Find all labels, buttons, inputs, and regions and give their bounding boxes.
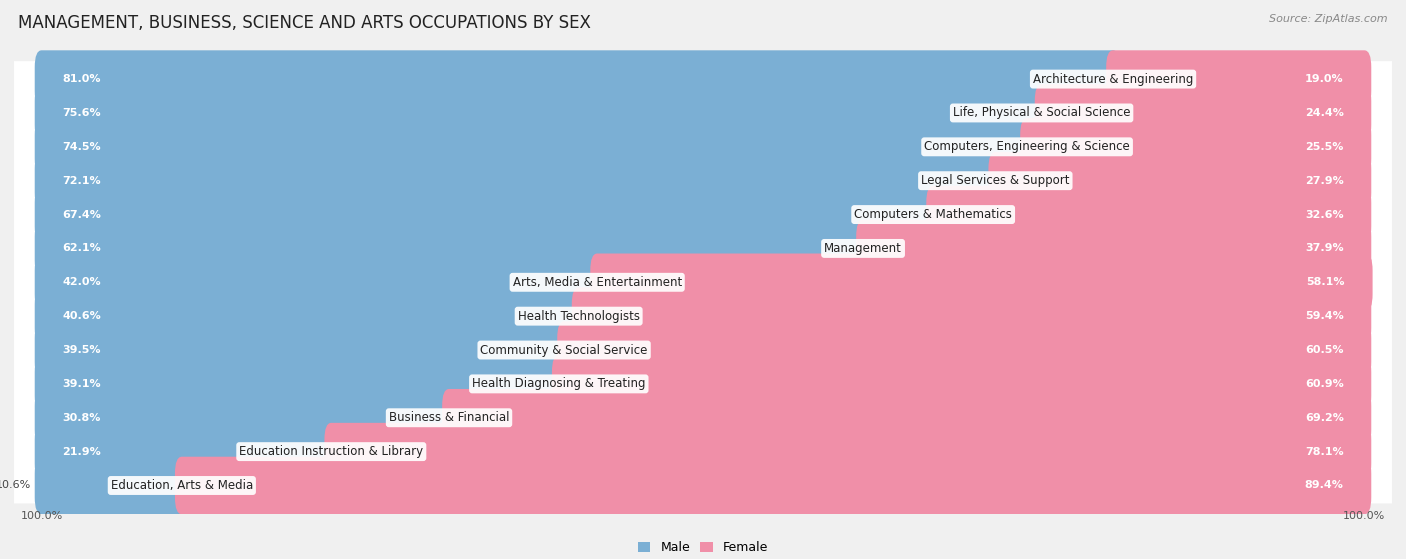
FancyBboxPatch shape (1107, 50, 1371, 108)
FancyBboxPatch shape (35, 355, 565, 413)
FancyBboxPatch shape (14, 366, 1392, 402)
FancyBboxPatch shape (14, 264, 1392, 300)
FancyBboxPatch shape (35, 321, 571, 379)
Text: 30.8%: 30.8% (62, 413, 101, 423)
FancyBboxPatch shape (557, 321, 1371, 379)
FancyBboxPatch shape (14, 61, 1392, 97)
FancyBboxPatch shape (35, 287, 585, 345)
Legend: Male, Female: Male, Female (638, 542, 768, 555)
Text: 74.5%: 74.5% (62, 142, 101, 152)
Text: Computers & Mathematics: Computers & Mathematics (855, 208, 1012, 221)
FancyBboxPatch shape (325, 423, 1371, 480)
Text: 24.4%: 24.4% (1305, 108, 1344, 118)
FancyBboxPatch shape (35, 84, 1049, 142)
FancyBboxPatch shape (856, 220, 1371, 277)
Text: 27.9%: 27.9% (1305, 176, 1344, 186)
FancyBboxPatch shape (35, 186, 941, 243)
Text: 75.6%: 75.6% (62, 108, 101, 118)
Text: Management: Management (824, 242, 903, 255)
Text: 39.1%: 39.1% (62, 379, 101, 389)
FancyBboxPatch shape (14, 197, 1392, 233)
Text: Business & Financial: Business & Financial (389, 411, 509, 424)
FancyBboxPatch shape (14, 163, 1392, 198)
Text: 10.6%: 10.6% (0, 481, 31, 490)
Text: 37.9%: 37.9% (1305, 243, 1344, 253)
Text: 78.1%: 78.1% (1305, 447, 1344, 457)
FancyBboxPatch shape (927, 186, 1371, 243)
Text: Architecture & Engineering: Architecture & Engineering (1033, 73, 1194, 86)
Text: Health Diagnosing & Treating: Health Diagnosing & Treating (472, 377, 645, 390)
FancyBboxPatch shape (35, 254, 605, 311)
FancyBboxPatch shape (14, 332, 1392, 368)
Text: Legal Services & Support: Legal Services & Support (921, 174, 1070, 187)
Text: Arts, Media & Entertainment: Arts, Media & Entertainment (513, 276, 682, 289)
Text: 21.9%: 21.9% (62, 447, 101, 457)
Text: 19.0%: 19.0% (1305, 74, 1344, 84)
Text: 60.9%: 60.9% (1305, 379, 1344, 389)
FancyBboxPatch shape (572, 287, 1371, 345)
Text: 39.5%: 39.5% (62, 345, 101, 355)
FancyBboxPatch shape (35, 423, 339, 480)
FancyBboxPatch shape (35, 220, 870, 277)
Text: 32.6%: 32.6% (1305, 210, 1344, 220)
FancyBboxPatch shape (35, 389, 456, 447)
FancyBboxPatch shape (14, 129, 1392, 165)
FancyBboxPatch shape (1035, 84, 1371, 142)
FancyBboxPatch shape (1021, 118, 1371, 176)
FancyBboxPatch shape (14, 298, 1392, 334)
FancyBboxPatch shape (35, 152, 1002, 210)
Text: Life, Physical & Social Science: Life, Physical & Social Science (953, 106, 1130, 120)
FancyBboxPatch shape (441, 389, 1371, 447)
Text: 60.5%: 60.5% (1305, 345, 1344, 355)
Text: 81.0%: 81.0% (62, 74, 101, 84)
FancyBboxPatch shape (14, 95, 1392, 131)
FancyBboxPatch shape (553, 355, 1371, 413)
FancyBboxPatch shape (591, 254, 1372, 311)
Text: Community & Social Service: Community & Social Service (481, 344, 648, 357)
Text: Education Instruction & Library: Education Instruction & Library (239, 445, 423, 458)
FancyBboxPatch shape (14, 467, 1392, 504)
FancyBboxPatch shape (14, 400, 1392, 435)
Text: Education, Arts & Media: Education, Arts & Media (111, 479, 253, 492)
Text: 59.4%: 59.4% (1305, 311, 1344, 321)
Text: MANAGEMENT, BUSINESS, SCIENCE AND ARTS OCCUPATIONS BY SEX: MANAGEMENT, BUSINESS, SCIENCE AND ARTS O… (18, 14, 591, 32)
FancyBboxPatch shape (35, 457, 188, 514)
Text: 67.4%: 67.4% (62, 210, 101, 220)
FancyBboxPatch shape (35, 50, 1121, 108)
Text: 62.1%: 62.1% (62, 243, 101, 253)
Text: Source: ZipAtlas.com: Source: ZipAtlas.com (1270, 14, 1388, 24)
Text: 25.5%: 25.5% (1305, 142, 1344, 152)
Text: 42.0%: 42.0% (62, 277, 101, 287)
FancyBboxPatch shape (174, 457, 1371, 514)
Text: 100.0%: 100.0% (21, 511, 63, 521)
Text: 100.0%: 100.0% (1343, 511, 1385, 521)
Text: 69.2%: 69.2% (1305, 413, 1344, 423)
Text: Health Technologists: Health Technologists (517, 310, 640, 323)
FancyBboxPatch shape (35, 118, 1033, 176)
Text: 40.6%: 40.6% (62, 311, 101, 321)
FancyBboxPatch shape (988, 152, 1371, 210)
FancyBboxPatch shape (14, 230, 1392, 267)
Text: 89.4%: 89.4% (1305, 481, 1344, 490)
Text: 72.1%: 72.1% (62, 176, 101, 186)
Text: Computers, Engineering & Science: Computers, Engineering & Science (924, 140, 1130, 153)
Text: 58.1%: 58.1% (1306, 277, 1346, 287)
FancyBboxPatch shape (14, 434, 1392, 470)
